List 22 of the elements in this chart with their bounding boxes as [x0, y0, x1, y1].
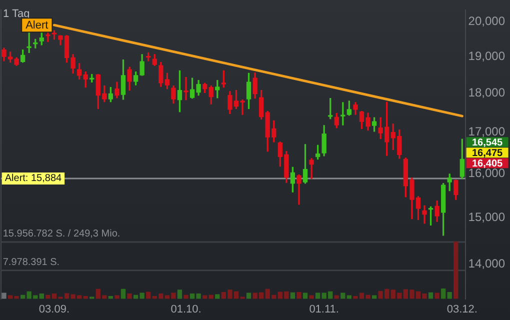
ref-line-label: 7.978.391 S.	[2, 257, 60, 268]
x-tick-label: 03.12.	[446, 303, 478, 316]
candlestick	[296, 174, 302, 205]
annotation: Alert	[26, 20, 48, 32]
y-tick-label: 19,000	[468, 48, 506, 63]
y-tick-label: 15,000	[468, 210, 506, 224]
text: 16,545	[472, 138, 504, 149]
y-tick-label: 14,000	[468, 256, 506, 271]
y-tick-label: 18,000	[468, 86, 506, 100]
candlestick	[422, 205, 427, 224]
y-tick-label: 17,000	[468, 124, 506, 139]
candlestick	[309, 158, 314, 179]
y-tick-label: 20,000	[468, 14, 506, 28]
text: 16,475	[472, 148, 504, 160]
x-tick-label: 01.10.	[170, 303, 202, 316]
ref-line-label: Alert: 15,884	[4, 173, 62, 184]
x-tick-label: 03.09.	[38, 303, 70, 316]
ref-line-label: 15.956.782 S. / 249,3 Mio.	[2, 228, 120, 240]
x-tick-label: 01.11.	[309, 303, 339, 316]
candlestick	[46, 31, 50, 42]
text: 16,405	[472, 158, 504, 170]
candlestick	[184, 76, 188, 100]
